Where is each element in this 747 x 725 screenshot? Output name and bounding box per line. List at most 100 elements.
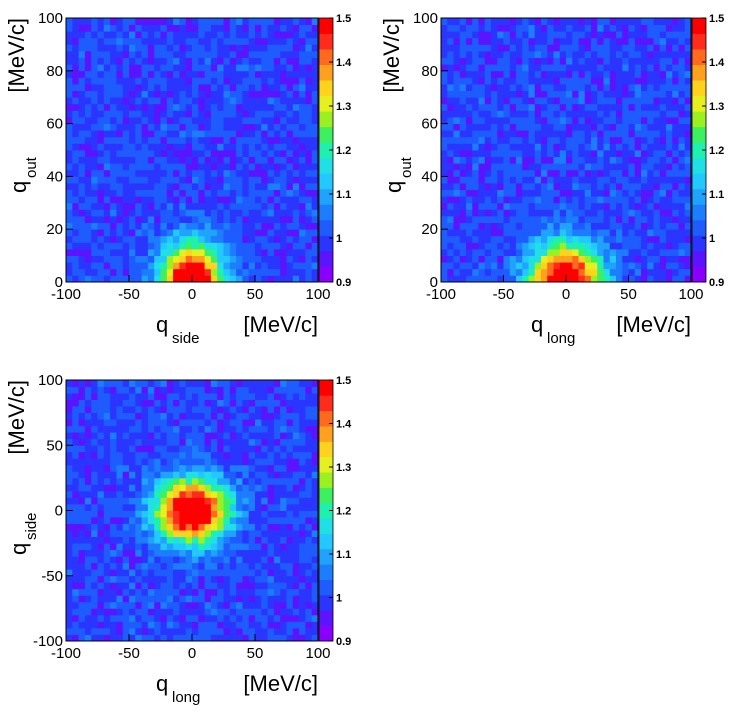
heatmap-cell (147, 556, 155, 564)
heatmap-cell (292, 523, 300, 531)
heatmap-cell (553, 64, 561, 72)
heatmap-cell (160, 70, 168, 78)
heatmap-cell (66, 90, 73, 98)
heatmap-cell (280, 103, 287, 111)
heatmap-cell (255, 393, 262, 400)
heatmap-cell (173, 543, 180, 551)
heatmap-cell (154, 24, 161, 32)
heatmap-cell (198, 176, 205, 184)
heatmap-cell (466, 90, 473, 98)
heatmap-cell (628, 90, 636, 98)
heatmap-cell (173, 249, 180, 256)
heatmap-cell (248, 530, 256, 538)
heatmap-cell (491, 90, 498, 98)
heatmap-cell (66, 634, 73, 642)
heatmap-cell (204, 562, 212, 570)
heatmap-cell (72, 543, 79, 551)
heatmap-cell (192, 575, 199, 583)
heatmap-cell (198, 380, 205, 387)
heatmap-cell (185, 458, 193, 466)
heatmap-cell (273, 143, 281, 151)
heatmap-cell (204, 176, 212, 184)
heatmap-cell (484, 57, 492, 65)
heatmap-cell (311, 51, 319, 58)
heatmap-cell (591, 37, 598, 45)
heatmap-cell (273, 451, 281, 459)
heatmap-cell (103, 97, 111, 105)
heatmap-cell (166, 530, 174, 538)
heatmap-cell (185, 471, 193, 479)
heatmap-cell (609, 189, 617, 197)
x-tick-label: 0 (188, 645, 196, 662)
heatmap-cell (135, 386, 142, 394)
heatmap-cell (280, 438, 287, 446)
heatmap-cell (453, 110, 461, 118)
heatmap-cell (684, 64, 692, 72)
heatmap-cell (292, 130, 300, 138)
heatmap-cell (659, 123, 667, 131)
heatmap-cell (173, 97, 180, 105)
heatmap-cell (484, 183, 492, 190)
heatmap-cell (173, 70, 180, 78)
heatmap-cell (110, 484, 117, 492)
heatmap-cell (66, 588, 73, 596)
heatmap-cell (185, 393, 193, 400)
heatmap-cell (198, 490, 205, 498)
heatmap-cell (497, 136, 504, 144)
heatmap-cell (242, 634, 250, 642)
heatmap-cell (72, 445, 79, 453)
heatmap-cell (447, 77, 454, 85)
heatmap-cell (292, 380, 300, 387)
heatmap-cell (129, 601, 136, 609)
heatmap-cell (566, 222, 573, 230)
heatmap-cell (553, 44, 561, 52)
heatmap-cell (472, 123, 479, 131)
heatmap-cell (122, 37, 130, 45)
heatmap-cell (84, 123, 92, 131)
heatmap-cell (659, 90, 667, 98)
heatmap-cell (97, 406, 105, 414)
heatmap-cell (122, 451, 130, 459)
heatmap-cell (273, 136, 281, 144)
heatmap-cell (141, 517, 149, 524)
heatmap-cell (66, 176, 73, 184)
heatmap-cell (634, 70, 642, 78)
heatmap-cell (572, 275, 579, 283)
heatmap-cell (242, 103, 250, 111)
heatmap-cell (116, 438, 124, 446)
heatmap-cell (622, 130, 629, 138)
heatmap-cell (236, 490, 243, 498)
heatmap-cell (204, 70, 212, 78)
heatmap-cell (192, 471, 199, 479)
heatmap-cell (147, 242, 155, 250)
heatmap-cell (147, 621, 155, 629)
heatmap-cell (91, 103, 98, 111)
heatmap-cell (229, 202, 237, 210)
heatmap-cell (173, 588, 180, 596)
heatmap-cell (597, 51, 604, 58)
heatmap-cell (223, 123, 231, 131)
heatmap-cell (597, 268, 604, 276)
heatmap-cell (248, 556, 256, 564)
heatmap-cell (559, 189, 567, 197)
heatmap-cell (497, 18, 504, 25)
heatmap-cell (305, 183, 313, 190)
heatmap-cell (647, 275, 654, 283)
heatmap-cell (229, 549, 237, 557)
heatmap-cell (154, 412, 161, 420)
heatmap-cell (192, 156, 199, 164)
heatmap-cell (441, 150, 448, 157)
heatmap-cell (103, 549, 111, 557)
colorbar-swatch (692, 188, 706, 205)
heatmap-cell (236, 549, 243, 557)
heatmap-cell (236, 57, 243, 65)
heatmap-cell (160, 530, 168, 538)
heatmap-cell (66, 614, 73, 622)
heatmap-cell (484, 150, 492, 157)
heatmap-cell (210, 31, 218, 39)
heatmap-cell (497, 202, 504, 210)
heatmap-cell (154, 543, 161, 551)
heatmap-cell (97, 419, 105, 427)
heatmap-cell (659, 103, 667, 111)
heatmap-cell (242, 399, 250, 407)
